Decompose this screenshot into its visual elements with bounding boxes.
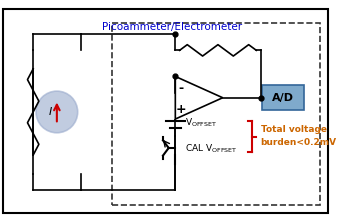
Text: burden<0.2mV: burden<0.2mV xyxy=(261,138,337,147)
FancyBboxPatch shape xyxy=(3,9,328,213)
Text: Total voltage: Total voltage xyxy=(261,125,327,135)
Text: A/D: A/D xyxy=(272,93,294,103)
Text: +: + xyxy=(176,103,186,116)
Circle shape xyxy=(77,30,84,38)
Text: -: - xyxy=(178,82,184,95)
Polygon shape xyxy=(175,76,223,119)
Circle shape xyxy=(36,91,78,133)
Text: CAL V$_{\rm OFFSET}$: CAL V$_{\rm OFFSET}$ xyxy=(185,143,237,155)
Text: V$_{\rm OFFSET}$: V$_{\rm OFFSET}$ xyxy=(185,116,217,129)
Text: Picoammeter/Electrometer: Picoammeter/Electrometer xyxy=(102,22,243,32)
FancyBboxPatch shape xyxy=(262,85,304,110)
Circle shape xyxy=(77,186,84,193)
Text: I: I xyxy=(49,107,52,117)
